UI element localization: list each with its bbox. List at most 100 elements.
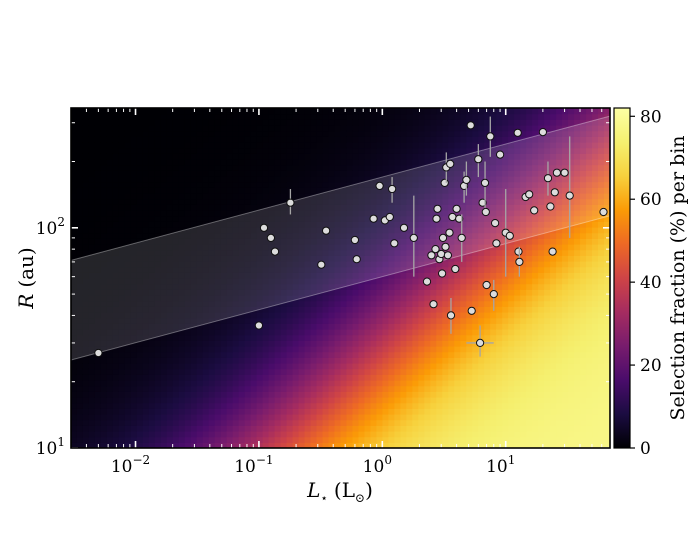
heatmap-cell: [382, 187, 390, 194]
heatmap-cell: [352, 306, 360, 313]
heatmap-cell: [76, 380, 84, 387]
heatmap-cell: [484, 346, 491, 353]
heatmap-cell: [118, 295, 126, 302]
heatmap-cell: [364, 391, 372, 398]
heatmap-cell: [280, 159, 288, 166]
heatmap-cell: [184, 414, 192, 421]
heatmap-cell: [190, 164, 198, 171]
heatmap-cell: [76, 261, 84, 268]
heatmap-cell: [406, 187, 413, 194]
heatmap-cell: [184, 187, 192, 194]
heatmap-cell: [334, 108, 342, 115]
heatmap-cell: [430, 119, 437, 126]
heatmap-cell: [94, 419, 102, 426]
heatmap-cell: [424, 125, 431, 132]
heatmap-cell: [142, 334, 150, 341]
heatmap-cell: [466, 283, 473, 290]
heatmap-cell: [178, 334, 186, 341]
heatmap-cell: [292, 329, 300, 336]
heatmap-cell: [448, 198, 455, 205]
heatmap-cell: [274, 261, 282, 268]
heatmap-cell: [190, 397, 198, 404]
heatmap-cell: [532, 397, 539, 404]
heatmap-cell: [298, 425, 306, 432]
heatmap-cell: [268, 419, 276, 426]
heatmap-cell: [538, 119, 545, 126]
heatmap-cell: [376, 380, 384, 387]
heatmap-cell: [514, 357, 521, 364]
heatmap-cell: [118, 187, 126, 194]
heatmap-cell: [532, 414, 539, 421]
heatmap-cell: [358, 295, 366, 302]
heatmap-cell: [544, 323, 551, 330]
heatmap-cell: [298, 238, 306, 245]
heatmap-cell: [322, 261, 330, 268]
heatmap-cell: [442, 238, 449, 245]
heatmap-cell: [394, 147, 401, 154]
heatmap-cell: [118, 147, 126, 154]
heatmap-cell: [268, 244, 276, 251]
heatmap-cell: [106, 323, 114, 330]
heatmap-cell: [478, 402, 485, 409]
heatmap-cell: [394, 312, 401, 319]
heatmap-cell: [556, 142, 563, 149]
heatmap-cell: [76, 368, 84, 375]
heatmap-cell: [166, 414, 174, 421]
heatmap-cell: [520, 363, 527, 370]
heatmap-cell: [94, 272, 102, 279]
heatmap-cell: [190, 300, 198, 307]
heatmap-cell: [88, 227, 96, 234]
heatmap-cell: [508, 380, 515, 387]
heatmap-cell: [526, 402, 533, 409]
heatmap-cell: [268, 221, 276, 228]
heatmap-cell: [178, 312, 186, 319]
heatmap-cell: [328, 317, 336, 324]
heatmap-cell: [328, 436, 336, 443]
heatmap-cell: [358, 425, 366, 432]
heatmap-cell: [310, 295, 318, 302]
heatmap-cell: [214, 142, 222, 149]
heatmap-cell: [76, 306, 84, 313]
heatmap-cell: [148, 108, 156, 115]
heatmap-cell: [196, 300, 204, 307]
heatmap-cell: [334, 334, 342, 341]
heatmap-cell: [226, 380, 234, 387]
heatmap-cell: [214, 255, 222, 262]
heatmap-cell: [436, 334, 443, 341]
heatmap-cell: [280, 119, 288, 126]
heatmap-cell: [166, 391, 174, 398]
heatmap-cell: [322, 153, 330, 160]
heatmap-cell: [118, 249, 126, 256]
heatmap-cell: [556, 136, 563, 143]
heatmap-cell: [286, 442, 294, 448]
heatmap-cell: [424, 334, 431, 341]
heatmap-cell: [94, 380, 102, 387]
heatmap-cell: [256, 300, 264, 307]
heatmap-cell: [412, 329, 419, 336]
heatmap-cell: [448, 113, 455, 120]
heatmap-cell: [382, 261, 390, 268]
heatmap-cell: [322, 142, 330, 149]
heatmap-cell: [82, 193, 90, 200]
heatmap-cell: [466, 261, 473, 268]
heatmap-cell: [430, 164, 437, 171]
heatmap-cell: [490, 312, 497, 319]
heatmap-cell: [71, 159, 78, 166]
heatmap-cell: [298, 255, 306, 262]
heatmap-cell: [148, 397, 156, 404]
heatmap-cell: [100, 210, 108, 217]
heatmap-cell: [550, 147, 557, 154]
heatmap-cell: [118, 397, 126, 404]
heatmap-cell: [520, 244, 527, 251]
heatmap-cell: [94, 408, 102, 415]
heatmap-cell: [406, 419, 413, 426]
heatmap-cell: [166, 181, 174, 188]
heatmap-cell: [166, 238, 174, 245]
heatmap-cell: [71, 340, 78, 347]
heatmap-cell: [400, 232, 407, 239]
heatmap-cell: [172, 125, 180, 132]
heatmap-cell: [274, 266, 282, 273]
heatmap-cell: [334, 136, 342, 143]
heatmap-cell: [328, 289, 336, 296]
heatmap-cell: [262, 397, 270, 404]
